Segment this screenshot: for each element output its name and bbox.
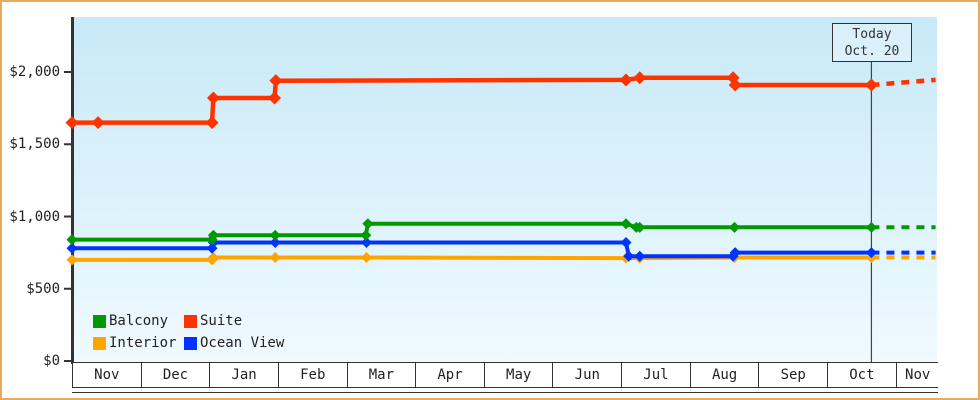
x-axis-month-aug: Aug (689, 363, 759, 387)
y-tick-label: $2,000 (9, 64, 60, 80)
series-point-suite (91, 116, 105, 130)
x-axis-month-jan: Jan (209, 363, 278, 387)
y-tick-label: $500 (26, 280, 60, 297)
y-tick-mark (64, 143, 73, 146)
series-projection-suite (871, 77, 936, 88)
series-point-suite (864, 78, 878, 92)
series-point-ocean-view (634, 250, 646, 262)
legend-swatch-suite (184, 314, 197, 328)
series-point-ocean-view (66, 242, 78, 254)
series-point-interior (66, 254, 78, 266)
legend-item-ocean-view: Ocean View (184, 335, 284, 351)
x-axis-month-band: Nov Dec Jan Feb Mar Apr May Jun Jul Aug Sep Oct Nov (72, 362, 938, 388)
x-axis-month-dec: Dec (140, 363, 210, 387)
series-point-interior (361, 252, 373, 264)
series-point-balcony (634, 221, 646, 233)
series-point-balcony (865, 221, 877, 233)
series-point-interior (269, 252, 281, 264)
x-axis-month-nov: Nov (72, 363, 141, 387)
x-axis-month-apr: Apr (415, 363, 484, 387)
x-axis-month-jul: Jul (621, 363, 690, 387)
series-point-suite (269, 74, 283, 88)
x-axis-month-oct: Oct (827, 363, 896, 387)
today-label: Today (852, 27, 892, 42)
series-point-interior (207, 252, 219, 264)
legend-label: Ocean View (200, 335, 285, 351)
y-tick-mark (64, 287, 73, 290)
x-axis-month-mar: Mar (346, 363, 416, 387)
series-point-ocean-view (623, 250, 635, 262)
series-point-balcony (728, 221, 740, 233)
legend-swatch-balcony (93, 314, 106, 328)
today-date: Oct. 20 (844, 44, 900, 59)
legend-swatch-interior (93, 336, 106, 350)
y-tick-label: $1,500 (9, 136, 60, 153)
series-point-ocean-view (865, 247, 877, 259)
y-axis-line (71, 17, 74, 364)
x-axis-month-nov-next: Nov (895, 363, 938, 387)
x-axis-month-may: May (483, 363, 553, 387)
plot-background (74, 17, 937, 363)
series-point-balcony (620, 218, 632, 230)
legend-label: Balcony (109, 313, 169, 329)
y-tick-mark (64, 71, 73, 73)
series-point-balcony (269, 229, 281, 241)
y-tick-mark (64, 360, 73, 362)
legend-item-suite: Suite (184, 313, 284, 329)
legend-swatch-ocean-view (184, 336, 197, 350)
x-axis-month-feb: Feb (277, 363, 347, 387)
series-point-suite (268, 91, 282, 105)
series-point-balcony (362, 218, 374, 230)
series-point-balcony (207, 229, 219, 241)
y-tick-label: $1,000 (9, 208, 60, 225)
series-point-balcony (66, 234, 78, 246)
series-point-suite (633, 71, 647, 85)
y-tick-label: $0 (43, 353, 60, 369)
series-point-suite (65, 116, 79, 130)
series-point-ocean-view (729, 247, 741, 259)
series-point-ocean-view (620, 237, 632, 249)
series-point-suite (206, 91, 220, 105)
x-axis-bottom-line (72, 392, 938, 393)
series-point-balcony (360, 229, 372, 241)
x-axis-month-sep: Sep (758, 363, 827, 387)
series-point-suite (619, 73, 633, 87)
today-annotation-box: Today Oct. 20 (832, 23, 912, 62)
series-point-suite (205, 116, 219, 130)
x-axis-month-jun: Jun (552, 363, 621, 387)
series-point-suite (728, 78, 742, 92)
legend-label: Suite (200, 313, 243, 329)
legend: Balcony Suite Interior Ocean View (93, 313, 284, 351)
legend-item-interior: Interior (93, 335, 184, 351)
series-point-ocean-view (361, 237, 373, 249)
y-tick-mark (64, 215, 73, 218)
legend-item-balcony: Balcony (93, 313, 184, 329)
series-point-ocean-view (269, 237, 281, 249)
legend-label: Interior (109, 335, 177, 351)
